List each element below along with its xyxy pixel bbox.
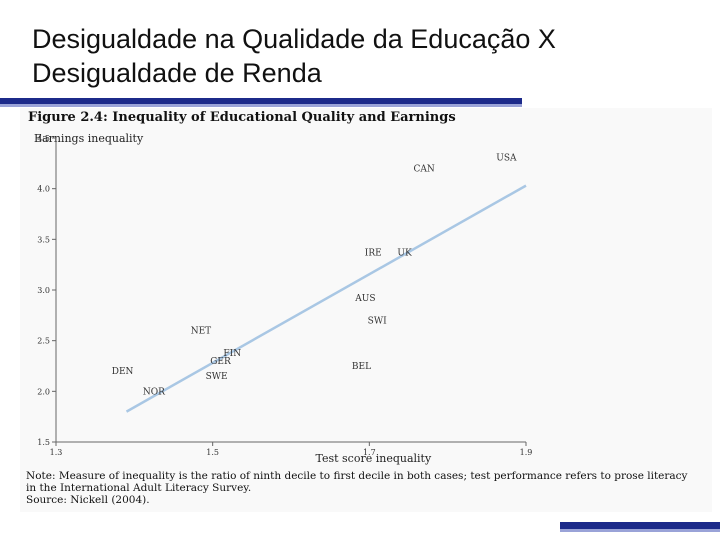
y-tick-label: 3.0 — [37, 286, 50, 295]
x-tick-label: 1.3 — [50, 448, 63, 457]
note-line-1: Note: Measure of inequality is the ratio… — [26, 470, 688, 482]
note-line-2: in the International Adult Literacy Surv… — [26, 482, 252, 494]
title-underline-light — [0, 104, 522, 107]
point-label-ger: GER — [210, 357, 231, 367]
y-tick-label: 4.0 — [37, 185, 50, 194]
point-label-den: DEN — [112, 367, 134, 377]
footer-bar-dark — [560, 522, 720, 529]
point-label-net: NET — [191, 327, 211, 337]
chart-notes: Note: Measure of inequality is the ratio… — [26, 470, 712, 506]
point-label-usa: USA — [496, 153, 517, 163]
slide-title: Desigualdade na Qualidade da Educação X … — [32, 22, 692, 90]
title-underline-dark — [0, 98, 522, 104]
y-tick-label: 3.5 — [37, 235, 50, 244]
slide-title-line2: Desigualdade de Renda — [32, 58, 322, 88]
y-tick-label: 2.0 — [37, 387, 50, 396]
point-label-nor: NOR — [143, 387, 165, 397]
point-label-bel: BEL — [352, 362, 371, 372]
x-tick-label: 1.9 — [520, 448, 533, 457]
scatter-plot: 1.52.02.53.03.54.04.51.3 1.5 1.7 1.9 USACAN… — [37, 134, 533, 465]
y-tick-label: 4.5 — [37, 134, 50, 143]
point-label-can: CAN — [414, 164, 435, 174]
x-axis-label: Test score inequality — [315, 452, 432, 465]
point-label-swi: SWI — [368, 316, 387, 326]
y-tick-label: 1.5 — [37, 438, 50, 447]
point-label-aus: AUS — [354, 294, 375, 304]
slide-title-line1: Desigualdade na Qualidade da Educação X — [32, 24, 556, 54]
point-label-uk: UK — [397, 249, 412, 259]
figure-panel: Figure 2.4: Inequality of Educational Qu… — [20, 108, 712, 512]
chart-title: Figure 2.4: Inequality of Educational Qu… — [28, 110, 456, 125]
x-tick-label: 1.5 — [206, 448, 219, 457]
point-label-swe: SWE — [206, 372, 228, 382]
y-tick-label: 2.5 — [37, 337, 50, 346]
fit-line — [125, 184, 527, 413]
y-axis-label: Earnings inequality — [34, 132, 144, 145]
point-label-ire: IRE — [365, 249, 382, 259]
x-tick-label: 1.7 — [363, 448, 376, 457]
point-label-fin: FIN — [223, 349, 241, 359]
source-line: Source: Nickell (2004). — [26, 494, 150, 506]
footer-bar-light — [560, 529, 720, 532]
